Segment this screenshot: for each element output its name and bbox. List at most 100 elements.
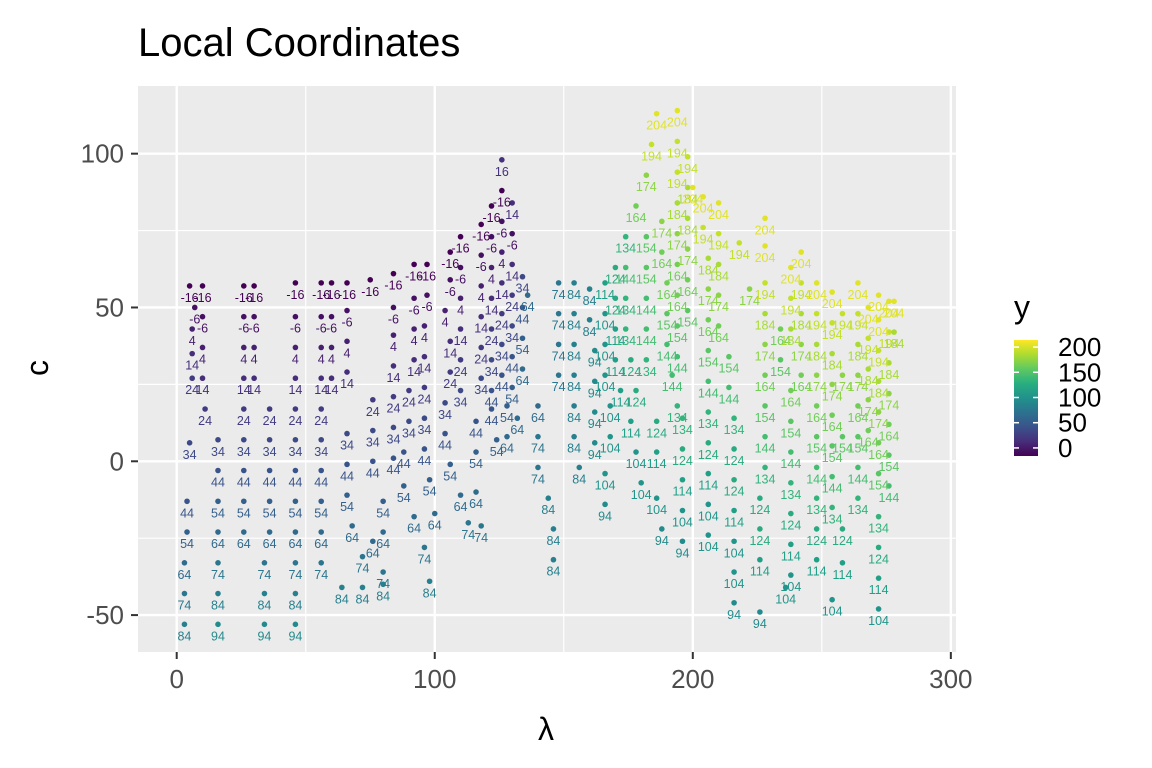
point-label: -6 [388,312,399,326]
data-point [628,356,634,363]
point-label: 204 [667,116,688,130]
point-label: 24 [443,377,457,391]
data-point [788,326,794,332]
point-label: 74 [257,568,271,582]
data-point [839,372,846,378]
point-label: 54 [469,457,483,471]
point-label: 64 [469,497,483,511]
point-label: 164 [822,420,843,434]
point-label: 174 [868,417,889,431]
point-label: 14 [485,303,499,317]
point-label: 114 [781,549,801,563]
data-point [602,372,608,378]
data-point [736,240,743,246]
point-label: 44 [505,362,519,376]
point-label: 24 [237,414,251,428]
point-label: 74 [211,568,225,582]
data-point [664,310,670,317]
data-point [421,544,428,551]
data-point [390,424,397,431]
point-label: 124 [605,272,626,286]
x-axis: 0 100 200 300 [169,652,973,694]
data-point [607,403,614,409]
point-label: 54 [340,500,354,514]
data-point [292,621,299,628]
data-point [643,233,650,240]
data-point [181,559,188,566]
point-label: 174 [677,254,698,268]
data-point [499,310,505,317]
point-label: -6 [496,226,507,240]
data-point [181,621,188,628]
data-point [266,498,273,505]
point-label: 34 [237,445,251,459]
data-point [447,276,454,283]
data-point [266,467,273,474]
point-label: 164 [626,211,647,225]
point-label: 194 [878,337,899,351]
data-point [638,480,644,486]
point-label: 44 [366,466,380,480]
data-point [762,403,768,409]
data-point [447,369,454,375]
point-label: 44 [469,426,483,440]
data-point [186,283,193,289]
point-label: 204 [878,306,899,320]
point-label: 4 [318,352,325,366]
point-label: 134 [755,472,776,486]
point-label: 204 [755,223,776,237]
data-point [509,292,515,298]
data-point [829,350,835,357]
data-point [891,329,897,335]
data-point [684,276,691,283]
data-point [648,141,655,148]
point-label: -16 [482,211,500,225]
point-label: 194 [677,162,698,176]
data-point [855,341,861,348]
point-label: 54 [490,445,504,459]
point-label: 74 [288,568,302,582]
data-point [705,470,712,477]
data-point [202,406,208,412]
point-label: 124 [620,365,641,379]
data-point [499,187,505,194]
point-label: 4 [488,272,495,286]
data-point [865,396,872,403]
point-label: 174 [698,294,719,308]
point-label: 14 [474,322,488,336]
point-label: 194 [693,233,714,247]
legend-break-label: 150 [1058,357,1101,387]
point-label: 174 [822,389,843,403]
point-label: 154 [677,316,698,330]
data-point [813,526,820,532]
point-label: 184 [806,349,827,363]
data-point [571,372,577,378]
y-tick-label: 0 [110,446,124,476]
data-point [215,498,221,505]
data-point [215,467,221,474]
point-label: 34 [454,396,468,410]
data-point [488,326,495,332]
point-label: 104 [822,605,843,619]
data-point [643,264,650,271]
data-point [643,326,650,332]
point-label: 94 [211,629,225,643]
data-point [674,323,681,329]
point-label: 4 [292,352,299,366]
data-point [715,323,722,329]
data-point [633,387,639,394]
point-label: 44 [387,463,401,477]
data-point [390,332,397,338]
point-label: 104 [600,411,621,425]
point-label: 54 [180,537,194,551]
point-label: -6 [455,272,466,286]
data-point [731,476,737,483]
data-point [839,310,846,317]
data-point [875,544,882,551]
data-point [586,286,593,292]
y-axis-title: c [19,360,55,376]
point-label: 184 [677,223,698,237]
data-point [555,280,562,286]
point-label: 24 [263,414,277,428]
point-label: 64 [516,374,530,388]
